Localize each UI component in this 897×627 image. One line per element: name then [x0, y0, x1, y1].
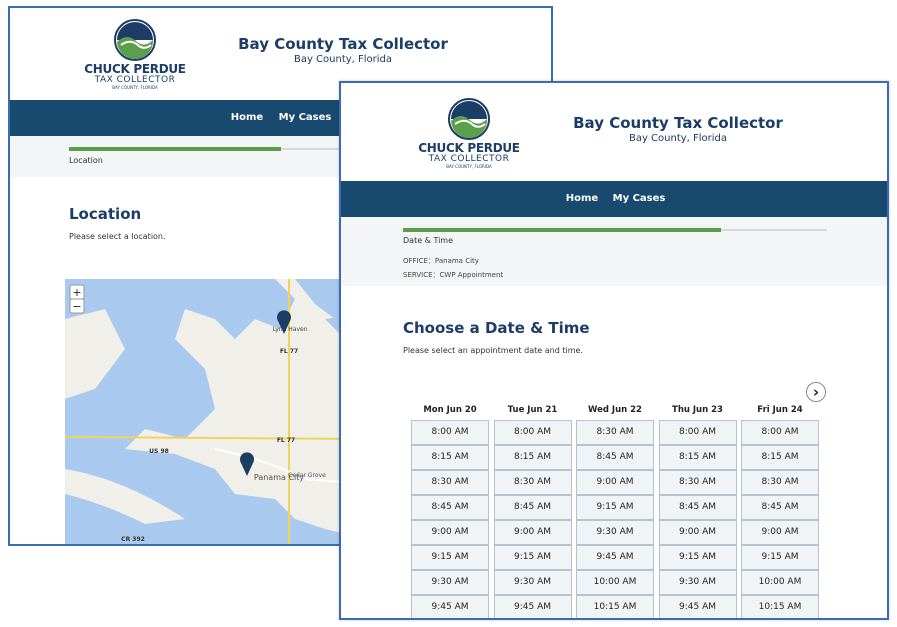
time-slot[interactable]: 10:15 AM: [741, 595, 819, 618]
time-slot[interactable]: 8:30 AM: [411, 470, 489, 495]
day-header: Thu Jun 23: [672, 405, 723, 415]
time-slot[interactable]: 8:00 AM: [493, 420, 572, 445]
time-slot[interactable]: 9:30 AM: [493, 570, 572, 595]
time-slot[interactable]: 8:30 AM: [493, 470, 572, 495]
header-subtitle: Bay County, Florida: [293, 54, 393, 65]
day-header: Wed Jun 22: [588, 405, 642, 415]
map-marker: [147, 545, 155, 546]
map-label: Lynn Haven: [272, 326, 307, 333]
page-heading: Location: [69, 205, 142, 223]
time-slot[interactable]: 9:45 AM: [658, 595, 737, 618]
time-slot[interactable]: 9:15 AM: [658, 545, 737, 570]
map-label: Cedar Grove: [288, 472, 326, 479]
time-slot[interactable]: 8:45 AM: [741, 495, 819, 520]
time-slot[interactable]: 9:15 AM: [576, 495, 654, 520]
time-slot[interactable]: 8:45 AM: [658, 495, 737, 520]
map-label: FL 77: [280, 348, 298, 355]
page-heading: Choose a Date & Time: [403, 319, 590, 337]
zoom-label: +: [72, 286, 81, 299]
map-label: FL 77: [277, 437, 295, 444]
nav-link[interactable]: Home: [565, 193, 599, 204]
map-land: [65, 469, 185, 524]
logo-emblem: [114, 19, 156, 61]
time-slot[interactable]: 8:15 AM: [493, 445, 572, 470]
emblem-wave: [454, 119, 486, 128]
progress-label: Location: [69, 156, 103, 165]
time-slot[interactable]: 8:45 AM: [493, 495, 572, 520]
time-slot[interactable]: 10:00 AM: [741, 570, 819, 595]
map-label: Panama City: [254, 473, 305, 482]
nav-link[interactable]: My Cases: [278, 112, 332, 123]
logo-location: BAY COUNTY, FLORIDA: [112, 85, 158, 90]
time-slot[interactable]: 9:15 AM: [741, 545, 819, 570]
map-water: [65, 279, 365, 544]
time-slot[interactable]: 10:15 AM: [576, 595, 654, 618]
progress-label: Date & Time: [403, 236, 454, 245]
time-slot[interactable]: 8:45 AM: [576, 445, 654, 470]
map-pin: [277, 310, 291, 334]
logo-location: BAY COUNTY, FLORIDA: [446, 164, 492, 169]
progress-fill: [403, 228, 721, 232]
time-slot[interactable]: 9:30 AM: [411, 570, 489, 595]
instruction: Please select an appointment date and ti…: [403, 346, 583, 355]
time-slot[interactable]: 9:45 AM: [576, 545, 654, 570]
map-label: CR 392: [121, 536, 145, 543]
zoom-label: −: [72, 300, 81, 313]
map[interactable]: +− Lynn Haven FL 77 FL 77 US 98 Panama CityCe…: [65, 279, 365, 546]
nav-link[interactable]: Home: [230, 112, 264, 123]
map-pin: [239, 452, 254, 476]
map-road: [214, 448, 365, 485]
progress-fill: [69, 147, 281, 151]
logo-name: CHUCK PERDUE: [418, 141, 520, 155]
time-slot[interactable]: 9:45 AM: [411, 595, 489, 618]
logo-subtitle: TAX COLLECTOR: [94, 75, 176, 85]
time-slot[interactable]: 8:00 AM: [411, 420, 489, 445]
time-slot[interactable]: 9:45 AM: [493, 595, 572, 618]
time-slot[interactable]: 8:00 AM: [741, 420, 819, 445]
time-slot[interactable]: 8:30 AM: [658, 470, 737, 495]
time-slot[interactable]: 8:30 AM: [741, 470, 819, 495]
header-title: Bay County Tax Collector: [238, 35, 448, 53]
day-header: Fri Jun 24: [757, 405, 803, 415]
time-slot[interactable]: 8:15 AM: [658, 445, 737, 470]
emblem-wave: [120, 40, 152, 49]
next-week-button[interactable]: ›: [806, 382, 826, 402]
time-slot[interactable]: 9:30 AM: [658, 570, 737, 595]
zoom-button: [69, 298, 85, 314]
time-slot[interactable]: 8:15 AM: [411, 445, 489, 470]
map-label: US 98: [149, 448, 169, 455]
instruction: Please select a location.: [69, 232, 166, 241]
day-header: Tue Jun 21: [507, 405, 558, 415]
time-slot[interactable]: 9:15 AM: [493, 545, 572, 570]
time-slot[interactable]: 10:00 AM: [576, 570, 654, 595]
nav-bar: Home My Cases: [341, 181, 887, 217]
office-info: OFFICE：Panama City: [403, 257, 479, 265]
time-slot[interactable]: 9:00 AM: [576, 470, 654, 495]
progress-track: [69, 148, 551, 150]
time-slot[interactable]: 8:15 AM: [741, 445, 819, 470]
time-slot[interactable]: 9:15 AM: [411, 545, 489, 570]
emblem-sky: [451, 101, 487, 119]
time-slot[interactable]: 8:30 AM: [576, 420, 654, 445]
front-window: CHUCK PERDUE TAX COLLECTOR BAY COUNTY, FLO…: [339, 81, 889, 620]
time-slot[interactable]: 9:00 AM: [493, 520, 572, 545]
header-subtitle: Bay County, Florida: [628, 133, 728, 144]
logo-name: CHUCK PERDUE: [84, 62, 186, 76]
time-slot[interactable]: 8:00 AM: [658, 420, 737, 445]
service-info: SERVICE：CWP Appointment: [403, 271, 504, 279]
time-slot[interactable]: 8:45 AM: [411, 495, 489, 520]
map-land: [65, 309, 125, 399]
time-slot[interactable]: 9:00 AM: [658, 520, 737, 545]
logo-subtitle: TAX COLLECTOR: [428, 154, 510, 164]
time-slot[interactable]: 9:00 AM: [741, 520, 819, 545]
logo-emblem: [448, 98, 490, 140]
emblem-sky: [117, 22, 153, 40]
day-header: Mon Jun 20: [423, 405, 477, 415]
header-title: Bay County Tax Collector: [573, 114, 783, 132]
time-slot[interactable]: 9:30 AM: [576, 520, 654, 545]
nav-link[interactable]: My Cases: [612, 193, 666, 204]
map-road: [65, 436, 365, 440]
time-slot[interactable]: 9:00 AM: [411, 520, 489, 545]
